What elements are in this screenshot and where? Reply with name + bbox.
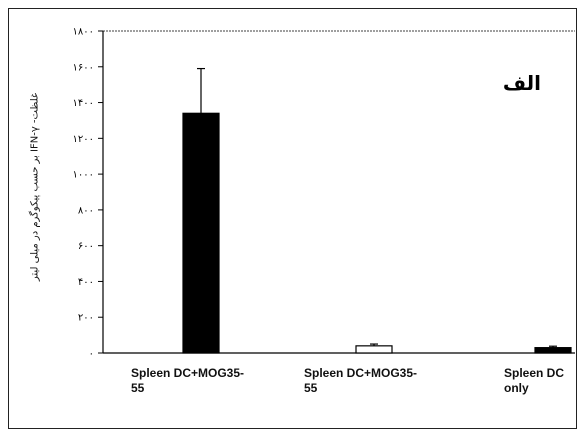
bar [182,112,220,354]
bar [534,347,572,354]
y-tick-label: ۶۰۰ [78,241,94,252]
y-tick-label: ۰ [89,349,94,360]
y-ticks: ۰ ۲۰۰ ۴۰۰ ۶۰۰ ۸۰۰ ۱۰۰۰ ۱۲۰۰ ۱۴۰۰ ۱۶۰۰ ۱۸۰۰ [73,27,103,360]
x-category-label: Spleen DC only [504,366,565,395]
chart-frame: ۰ ۲۰۰ ۴۰۰ ۶۰۰ ۸۰۰ ۱۰۰۰ ۱۲۰۰ ۱۴۰۰ ۱۶۰۰ ۱۸۰۰ الف غل… [8,8,577,429]
y-tick-label: ۲۰۰ [78,313,94,324]
y-tick-label: ۱۲۰۰ [73,134,94,145]
bar [355,345,393,354]
y-tick-label: ۱۸۰۰ [73,27,94,38]
y-axis-label: غلظت- IFN-γ بر حسب پیکوگرم در میلی لیتر [29,92,41,282]
x-category-label: Spleen DC+MOG35- 55 [304,366,418,395]
axes [102,30,575,354]
y-tick-label: ۴۰۰ [78,277,94,288]
y-tick-label: ۱۰۰۰ [73,170,94,181]
y-tick-label: ۸۰۰ [78,205,94,216]
panel-label: الف [502,71,541,95]
bars [182,67,572,354]
y-tick-label: ۱۶۰۰ [73,62,94,73]
x-category-label: Spleen DC+MOG35- 55 [131,366,245,395]
bar-chart: ۰ ۲۰۰ ۴۰۰ ۶۰۰ ۸۰۰ ۱۰۰۰ ۱۲۰۰ ۱۴۰۰ ۱۶۰۰ ۱۸۰۰ [73,27,575,360]
y-tick-label: ۱۴۰۰ [73,98,94,109]
